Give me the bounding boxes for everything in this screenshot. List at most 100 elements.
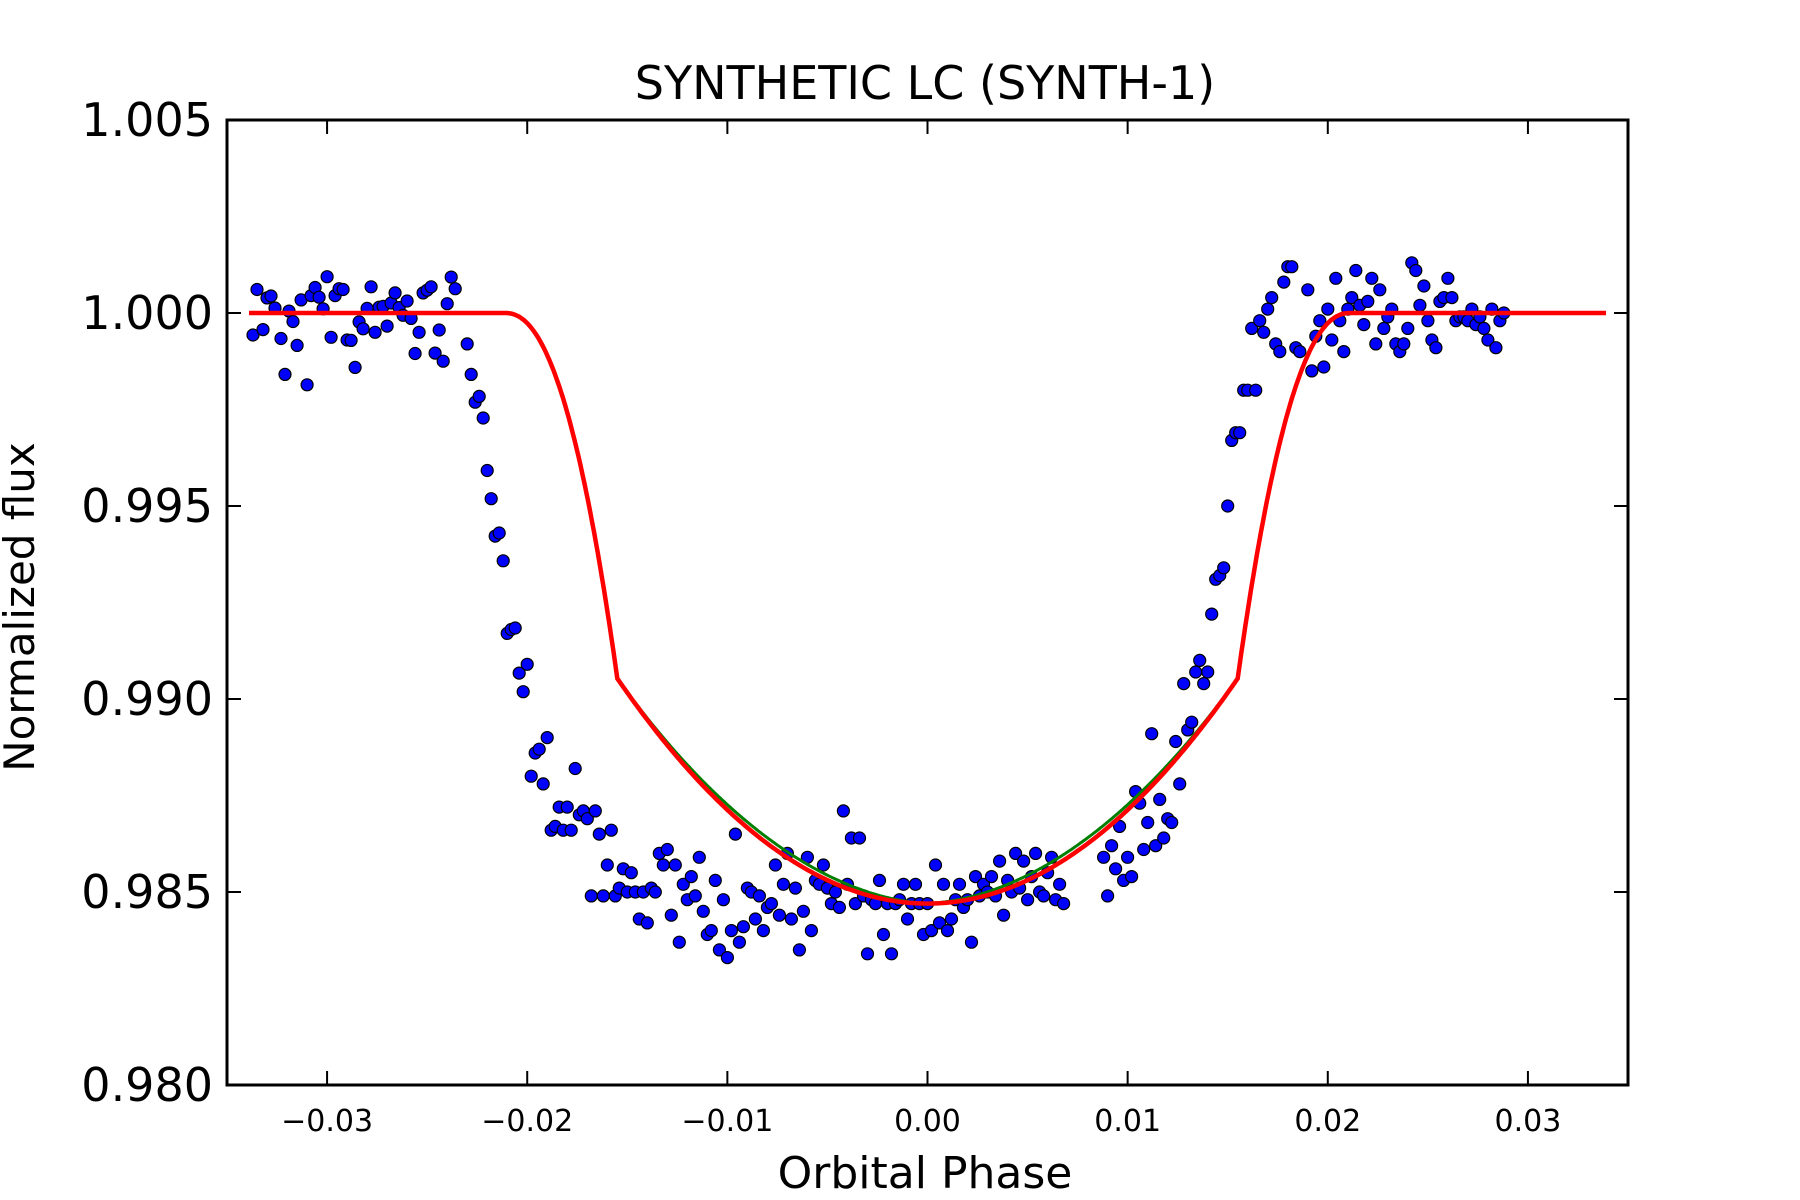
data-point <box>1441 271 1455 285</box>
data-point <box>872 873 887 888</box>
data-point <box>256 323 270 337</box>
data-point <box>796 904 811 918</box>
data-point <box>668 858 682 872</box>
data-point <box>492 526 506 540</box>
data-point <box>1169 734 1183 749</box>
data-point <box>1257 325 1271 339</box>
data-point <box>524 769 538 783</box>
data-point <box>692 850 706 864</box>
data-point <box>1429 341 1443 355</box>
x-tick-label: 0.00 <box>894 1104 961 1139</box>
data-point <box>368 325 382 339</box>
data-point <box>1221 499 1235 513</box>
data-point <box>1325 333 1339 347</box>
data-point <box>748 912 763 926</box>
y-ticks: 0.980 0.985 0.990 0.995 1.000 1.005 <box>81 93 1628 1112</box>
data-point <box>1100 889 1115 903</box>
data-point <box>532 742 546 756</box>
data-point <box>1197 676 1211 691</box>
data-point <box>1369 337 1383 351</box>
data-point <box>568 761 582 776</box>
data-point <box>336 282 350 297</box>
data-point <box>600 858 614 872</box>
data-point <box>464 367 478 381</box>
data-point <box>320 270 334 284</box>
data-point <box>278 367 292 381</box>
data-point <box>264 289 278 303</box>
data-point <box>1124 869 1139 884</box>
data-point <box>1397 337 1411 351</box>
data-point <box>816 858 831 872</box>
data-point <box>286 314 300 329</box>
data-point <box>688 889 702 903</box>
data-point <box>848 896 863 911</box>
data-point <box>444 270 458 284</box>
data-point <box>772 908 787 922</box>
data-point <box>536 777 550 791</box>
data-point <box>1301 283 1315 297</box>
data-point <box>1104 839 1119 853</box>
data-point <box>752 889 767 903</box>
data-point <box>664 908 678 922</box>
data-point <box>704 923 718 938</box>
data-point <box>792 943 807 957</box>
data-point <box>1481 333 1495 347</box>
data-point <box>860 947 875 961</box>
x-tick-label: −0.03 <box>281 1104 373 1139</box>
data-point <box>512 666 526 680</box>
data-point <box>1028 846 1043 861</box>
data-point <box>1365 271 1379 285</box>
data-point <box>440 297 454 311</box>
data-point <box>852 831 867 845</box>
data-point <box>964 935 979 949</box>
data-point <box>696 904 710 918</box>
data-point <box>604 823 618 837</box>
data-point <box>1373 283 1387 297</box>
data-point <box>1261 302 1275 316</box>
data-point <box>588 804 602 818</box>
data-point <box>1417 279 1431 293</box>
data-point <box>1120 850 1135 864</box>
data-point <box>592 827 606 841</box>
data-point <box>756 923 771 938</box>
data-point <box>1177 676 1191 691</box>
data-point <box>1265 291 1279 305</box>
data-point <box>1337 345 1351 359</box>
data-point <box>520 657 534 671</box>
data-point <box>508 621 522 635</box>
data-point <box>484 492 498 506</box>
data-point <box>428 346 442 360</box>
data-point <box>540 730 554 745</box>
data-point <box>884 947 899 961</box>
data-point <box>788 881 803 895</box>
data-point <box>716 893 731 907</box>
x-ticks: −0.03 −0.02 −0.01 0.00 0.01 0.02 0.03 <box>281 120 1561 1139</box>
data-point <box>776 877 791 891</box>
x-tick-label: 0.02 <box>1294 1104 1361 1139</box>
data-point <box>1157 831 1171 845</box>
data-point <box>1112 819 1127 834</box>
data-point <box>1036 889 1051 903</box>
y-tick-label: 0.995 <box>81 479 213 533</box>
data-point <box>1329 271 1343 285</box>
data-point <box>460 337 474 351</box>
data-point <box>624 866 638 880</box>
data-point <box>472 389 486 403</box>
data-point <box>584 889 598 903</box>
data-point <box>1253 314 1267 328</box>
data-point <box>1273 345 1287 359</box>
data-point <box>1313 314 1327 328</box>
data-point <box>1008 846 1023 861</box>
scatter-points <box>246 256 1511 965</box>
data-point <box>984 869 999 884</box>
data-point <box>1401 321 1415 335</box>
data-point <box>1108 862 1123 876</box>
data-point <box>728 827 743 841</box>
data-point <box>408 346 422 361</box>
data-point <box>274 331 288 346</box>
data-point <box>1377 321 1391 335</box>
data-point <box>1293 345 1307 359</box>
data-point <box>992 854 1007 868</box>
